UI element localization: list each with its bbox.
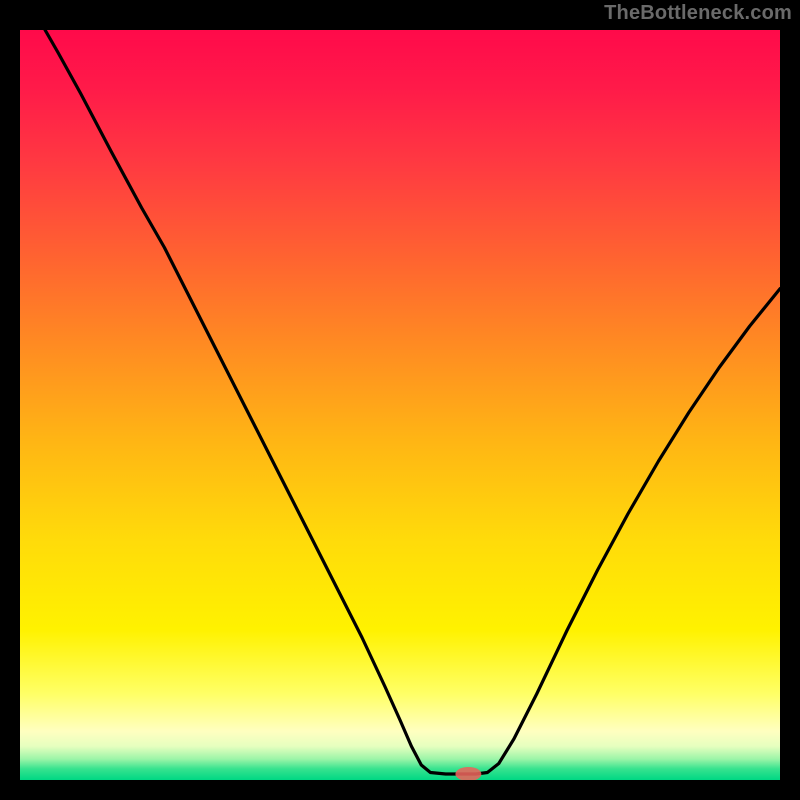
watermark-text: TheBottleneck.com	[604, 2, 792, 25]
minimum-marker	[455, 767, 481, 781]
gradient-background	[20, 30, 780, 780]
chart-svg	[0, 0, 800, 800]
bottleneck-chart: TheBottleneck.com	[0, 0, 800, 800]
